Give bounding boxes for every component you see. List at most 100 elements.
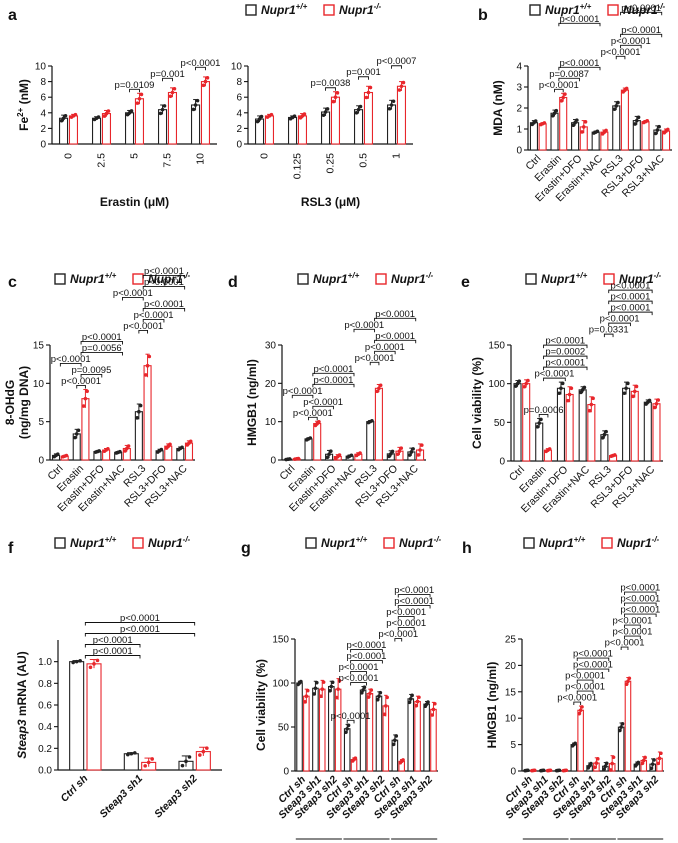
data-point [361,688,365,692]
data-point [378,383,383,388]
data-point [426,700,430,704]
y-tick-label: 6 [236,93,242,104]
data-point [542,121,547,125]
y-tick-label: 10 [505,714,517,725]
y-tick-label: 8 [236,77,242,88]
data-point [645,119,650,123]
panel-letter-e: e [461,274,470,291]
bar-wt [407,698,415,772]
legend: Nupr1+/+ Nupr1-/- [525,271,662,286]
data-point [63,113,68,118]
data-point [73,435,77,440]
significance-annotation: p=0.0109 [115,80,154,93]
data-point [391,742,396,747]
data-point [594,761,599,765]
significance-bracket [615,55,626,60]
significance-annotation: p<0.0001 [573,649,613,662]
data-point [170,90,175,95]
y-tick-label: 5 [510,740,516,751]
data-point [624,86,629,91]
data-point [417,695,421,700]
significance-bracket [142,286,186,290]
data-point [331,99,336,104]
legend-label-ko: Nupr1-/- [148,535,191,550]
significance-bracket [608,289,653,294]
data-point [390,449,395,454]
data-point [578,708,583,713]
data-point [344,730,348,735]
legend-swatch-ko [132,273,144,285]
significance-bracket [84,633,196,637]
data-point [622,391,627,396]
data-point [137,409,141,414]
p-value-label: p<0.0001 [144,299,184,310]
p-value-label: p=0.0038 [311,78,351,89]
significance-bracket [397,605,431,609]
data-point [640,761,645,766]
data-point [548,768,553,773]
data-point [589,761,593,766]
data-point [415,699,420,704]
data-point [146,760,151,765]
data-point [430,713,434,717]
data-point [160,107,165,112]
y-tick-label: 4 [516,62,522,73]
significance-annotation: p=0.001 [346,67,381,80]
y-tick-label: 10 [231,62,243,73]
data-point [335,91,340,95]
significance-bracket [122,297,144,301]
bar-ko [134,98,145,145]
legend-swatch-wt [529,4,541,16]
legend-label-wt: Nupr1+/+ [541,271,588,286]
data-point [370,418,374,423]
data-point [560,381,565,386]
data-point [580,705,584,709]
p-value-label: p<0.0001 [610,281,650,292]
y-tick-label: 1 [516,125,522,136]
data-point [654,401,659,406]
x-tick-label: 10 [195,153,207,165]
p-value-label: p<0.0001 [144,277,184,288]
data-point [604,761,609,766]
data-point [334,695,339,700]
data-point [95,658,100,663]
x-axis-title: RSL3 (μM) [301,195,360,209]
data-point [375,389,379,394]
significance-bracket [350,649,383,653]
y-tick-label: 6 [40,93,46,104]
y-tick-label: 50 [278,723,290,734]
data-point [168,94,173,99]
significance-annotation: p<0.0001 [620,583,660,596]
data-point [604,128,608,133]
p-value-label: p<0.0001 [93,646,133,657]
data-point [407,700,412,705]
bar-ko [334,688,342,772]
panel-letter-g: g [241,540,251,557]
legend: Nupr1+/+ Nupr1-/- [297,271,434,286]
significance-annotation: p<0.0001 [142,299,186,312]
x-tick-label: Steap3 sh1 [97,773,145,821]
x-tick-label: 2.5 [96,153,108,168]
significance-annotation: p<0.0001 [534,369,574,382]
data-point [624,386,628,391]
bar-wt [643,401,652,462]
data-point [539,417,543,422]
legend-swatch-ko [323,4,335,16]
bar-wt [578,389,587,462]
significance-annotation: p<0.0001 [573,660,613,673]
data-point [92,662,96,666]
panel-letter-c: c [8,274,17,291]
significance-bracket [397,616,415,620]
data-point [255,119,260,124]
legend-label-ko: Nupr1-/- [399,535,442,550]
p-value-label: p=0.0002 [545,347,585,358]
data-point [589,402,594,407]
data-point [600,436,605,440]
data-point [614,104,619,108]
data-point [359,691,364,695]
significance-bracket [543,344,588,349]
p-value-label: p<0.0001 [611,36,651,47]
legend-label-wt: Nupr1+/+ [261,2,308,17]
data-point [602,432,607,437]
data-point [583,120,588,124]
